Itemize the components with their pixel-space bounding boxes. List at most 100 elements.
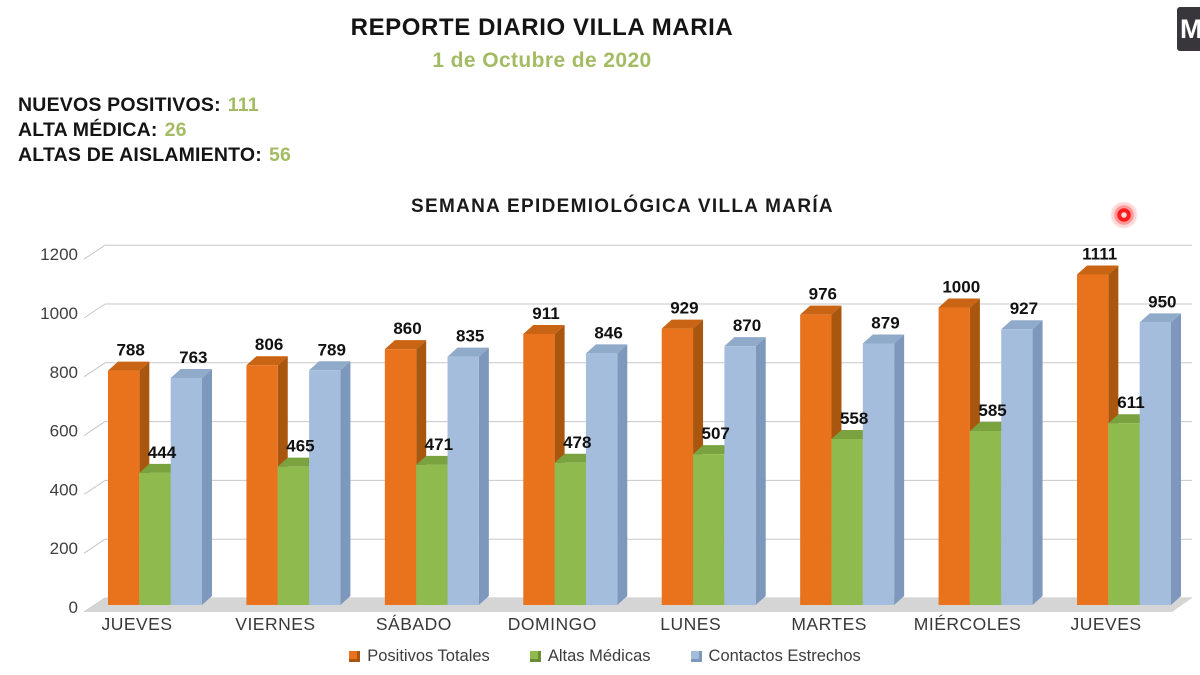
bar-value-label: 763 (179, 348, 207, 367)
bar-jueves-s0 (1077, 265, 1119, 605)
bar-side-face (617, 344, 628, 605)
legend-item-positivos-totales: Positivos Totales (349, 647, 490, 666)
grid-depth-line (83, 244, 106, 260)
x-category-label: LUNES (660, 614, 721, 634)
x-category-label: DOMINGO (508, 614, 597, 634)
legend-swatch-positivos-icon (349, 651, 361, 662)
y-tick-label: 400 (50, 480, 78, 499)
bar-side-face (894, 334, 905, 605)
bar-value-label: 870 (733, 316, 761, 335)
bar-top-face (862, 334, 905, 344)
bar-value-label: 1000 (942, 278, 980, 297)
bar-top-face (384, 340, 427, 350)
bar-value-label: 465 (286, 437, 314, 456)
chart-floor (85, 598, 1192, 612)
bar-top-face (447, 347, 489, 357)
chart-title: SEMANA EPIDEMIOLÓGICA VILLA MARÍA (411, 196, 834, 217)
bar-side-face (1171, 313, 1181, 605)
bar-front-face (831, 438, 863, 605)
x-category-label: VIERNES (235, 614, 315, 634)
bar-front-face (1077, 274, 1109, 605)
bar-value-label: 471 (425, 435, 453, 454)
y-tick-label: 200 (50, 539, 78, 558)
stat-label: ALTA MÉDICA: (18, 119, 158, 141)
bar-top-face (800, 305, 842, 315)
bar-value-label: 911 (532, 304, 559, 323)
bar-top-face (1139, 313, 1181, 323)
stat-alta-medica: ALTA MÉDICA: 26 (18, 118, 291, 143)
bar-top-face (831, 429, 873, 439)
bar-side-face (1032, 320, 1043, 605)
bar-top-face (938, 298, 980, 308)
epidemiology-bar-chart: 0 200 400 600 800 1000 1200 JUEVES VIERNES SÁBADO… (40, 244, 1192, 634)
y-tick-label: 1000 (40, 304, 78, 323)
bar-top-face (139, 463, 181, 473)
bar-value-label: 558 (840, 409, 868, 428)
bar-top-face (416, 455, 458, 465)
bar-front-face (661, 328, 694, 605)
bar-top-face (724, 337, 766, 347)
bar-value-label: 611 (1117, 393, 1144, 412)
bar-jueves-s2 (170, 369, 212, 605)
bar-front-face (554, 462, 586, 605)
y-tick-label: 800 (50, 363, 78, 382)
bar-front-face (693, 454, 725, 605)
bar-top-face (246, 356, 288, 366)
bar-top-face (170, 369, 212, 379)
bar-top-face (277, 457, 320, 467)
bar-value-label: 585 (978, 401, 1006, 420)
bar-front-face (1001, 329, 1033, 605)
bar-value-label: 507 (702, 424, 730, 443)
x-category-label: JUEVES (101, 614, 172, 634)
bar-value-label: 1111 (1082, 244, 1117, 263)
bar-top-face (523, 324, 565, 334)
bar-value-label: 927 (1010, 299, 1038, 318)
grid-depth-line (83, 421, 106, 437)
bar-side-face (201, 369, 212, 605)
bar-front-face (139, 472, 171, 605)
bar-lunes-s2 (724, 337, 766, 605)
bar-front-face (724, 346, 756, 605)
laser-pointer-dot-icon (1110, 201, 1138, 229)
bar-front-face (108, 370, 140, 605)
bar-value-label: 444 (148, 443, 177, 462)
stat-nuevos-positivos: NUEVOS POSITIVOS: 111 (18, 93, 291, 118)
bar-top-face (1001, 320, 1043, 330)
grid-depth-line (83, 479, 106, 495)
bar-front-face (938, 307, 970, 605)
bar-front-face (416, 464, 448, 605)
grid-depth-line (83, 538, 106, 554)
bar-value-label: 879 (871, 313, 899, 332)
x-category-label: SÁBADO (376, 614, 452, 634)
legend-item-altas-medicas: Altas Médicas (529, 647, 651, 666)
bar-top-face (108, 361, 150, 371)
bar-value-label: 835 (456, 327, 484, 346)
bar-top-face (1108, 414, 1150, 424)
bar-top-face (693, 445, 735, 455)
stat-altas-aislamiento: ALTAS DE AISLAMIENTO: 56 (18, 143, 291, 168)
daily-stats: NUEVOS POSITIVOS: 111 ALTA MÉDICA: 26 ALTA… (18, 93, 291, 168)
bar-miércoles-s2 (1001, 320, 1043, 605)
stat-label: NUEVOS POSITIVOS: (18, 94, 221, 116)
y-tick-label: 0 (69, 598, 78, 617)
bar-front-face (1139, 322, 1171, 605)
report-header: REPORTE DIARIO VILLA MARIA 1 de Octubre … (0, 14, 1084, 73)
bar-top-face (661, 319, 704, 329)
bar-front-face (1108, 423, 1140, 605)
bar-front-face (862, 343, 895, 605)
bar-value-label: 478 (563, 433, 591, 452)
bar-front-face (523, 333, 555, 605)
report-date: 1 de Octubre de 2020 (432, 49, 652, 72)
bar-top-face (554, 453, 596, 463)
legend-label: Positivos Totales (367, 647, 490, 665)
bar-sábado-s2 (447, 347, 489, 605)
bar-top-face (309, 361, 351, 371)
bar-front-face (969, 430, 1002, 605)
bar-value-label: 788 (116, 341, 144, 360)
bar-side-face (340, 361, 351, 605)
bar-front-face (277, 466, 310, 605)
x-category-label: MARTES (791, 614, 867, 634)
stat-value: 26 (164, 119, 187, 141)
bar-front-face (447, 356, 479, 605)
bar-top-face (585, 344, 628, 354)
